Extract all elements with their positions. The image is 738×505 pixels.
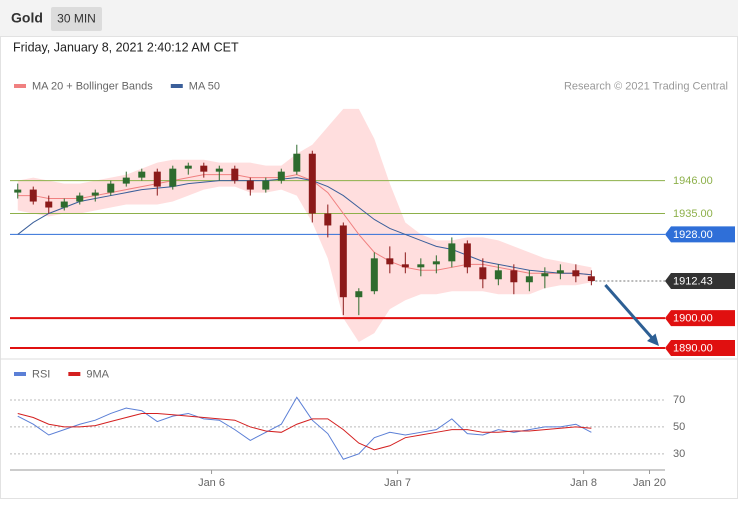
legend-swatch — [14, 372, 26, 376]
candle-body — [479, 267, 487, 280]
forecast-arrow — [604, 283, 655, 341]
x-tick-label: Jan 20 — [633, 477, 666, 489]
candle-body — [215, 168, 223, 172]
indicator-line — [17, 412, 592, 451]
candle-body — [169, 168, 177, 187]
candle-body — [494, 270, 502, 280]
candle-body — [556, 270, 564, 274]
candle-body — [153, 171, 161, 187]
y-tick-label: 30 — [673, 448, 685, 460]
level-tag — [665, 226, 735, 243]
level-label: 1912.43 — [673, 275, 713, 287]
candle-body — [138, 171, 146, 178]
candle-body — [262, 180, 270, 190]
candle-body — [277, 171, 285, 181]
candle-body — [587, 276, 595, 281]
candle-body — [432, 261, 440, 265]
candle-body — [14, 189, 22, 193]
candle-body — [91, 192, 99, 196]
indicator-line — [17, 177, 592, 276]
y-tick-label: 70 — [673, 394, 685, 406]
candle-body — [355, 291, 363, 298]
level-label: 1890.00 — [673, 342, 713, 354]
candle-body — [29, 189, 37, 202]
candle-body — [401, 264, 409, 268]
candle-body — [122, 177, 130, 184]
candle-body — [246, 180, 254, 190]
candle-body — [76, 195, 84, 202]
legend-swatch — [14, 84, 26, 88]
x-tick-label: Jan 8 — [570, 477, 597, 489]
candle-body — [525, 276, 533, 283]
copyright: Research © 2021 Trading Central — [564, 80, 728, 92]
candle-body — [184, 165, 192, 169]
candle-body — [200, 165, 208, 172]
instrument: Gold — [11, 10, 43, 26]
candle-body — [231, 168, 239, 181]
candle-body — [339, 225, 347, 298]
level-tag — [665, 310, 735, 327]
y-tick-label: 50 — [673, 421, 685, 433]
level-tag — [665, 340, 735, 357]
candle-body — [510, 270, 518, 283]
datetime: Friday, January 8, 2021 2:40:12 AM CET — [13, 40, 239, 54]
candle-body — [572, 270, 580, 277]
candle-body — [541, 273, 549, 277]
candle-body — [60, 201, 68, 208]
bollinger-band — [17, 108, 592, 343]
candle-body — [463, 243, 471, 268]
level-label: 1900.00 — [673, 313, 713, 325]
candle-body — [370, 258, 378, 292]
candle-body — [386, 258, 394, 265]
x-tick-label: Jan 6 — [198, 477, 225, 489]
x-tick-label: Jan 7 — [384, 477, 411, 489]
interval-button[interactable] — [51, 7, 102, 31]
level-label: 1946.00 — [673, 175, 713, 187]
candle-body — [417, 264, 425, 268]
legend-label: MA 50 — [189, 80, 220, 92]
indicator-line — [17, 396, 592, 460]
candle-body — [308, 153, 316, 214]
forecast-arrowhead — [647, 333, 659, 347]
level-label: 1928.00 — [673, 229, 713, 241]
candle-body — [45, 201, 53, 208]
top-bar — [0, 0, 738, 36]
legend-swatch — [68, 372, 81, 376]
legend-label: 9MA — [86, 368, 109, 380]
legend-label: MA 20 + Bollinger Bands — [32, 80, 153, 92]
candle-body — [107, 183, 115, 193]
candle-body — [293, 153, 301, 172]
interval[interactable]: 30 MIN — [57, 12, 96, 26]
candle-body — [448, 243, 456, 262]
level-tag — [665, 272, 735, 289]
legend-label: RSI — [32, 368, 50, 380]
candle-body — [324, 213, 332, 226]
legend-swatch — [170, 84, 183, 88]
level-label: 1935.00 — [673, 208, 713, 220]
